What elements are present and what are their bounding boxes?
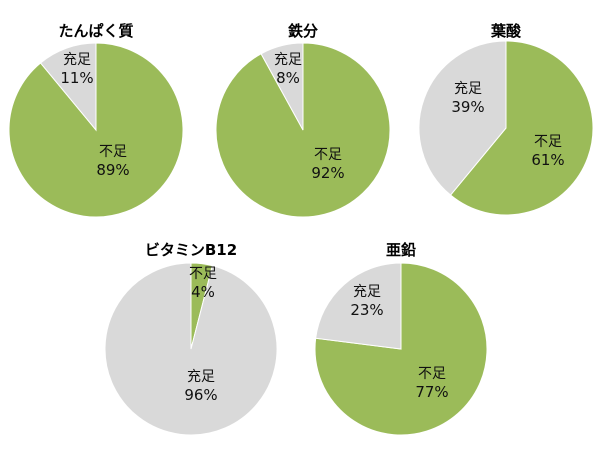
slice-category-label: 不足 <box>418 366 446 382</box>
slice-percent-label: 92% <box>311 164 344 182</box>
slice-percent-label: 61% <box>531 151 564 169</box>
pie-title: たんぱく質 <box>58 22 133 40</box>
slice-category-label: 不足 <box>189 266 217 282</box>
pie-title: ビタミンB12 <box>145 241 237 259</box>
slice-percent-label: 89% <box>96 161 129 179</box>
slice-category-label: 充足 <box>63 52 91 68</box>
slice-category-label: 充足 <box>274 52 302 68</box>
slice-percent-label: 4% <box>191 283 215 301</box>
slice-category-label: 不足 <box>314 147 342 163</box>
slice-percent-label: 96% <box>184 386 217 404</box>
pie-slice-4-sufficient <box>104 262 278 436</box>
pie-slice-5-sufficient <box>315 262 402 350</box>
slice-percent-label: 8% <box>276 69 300 87</box>
pie-slice-3-sufficient <box>418 40 507 196</box>
slice-percent-label: 23% <box>350 301 383 319</box>
pie-slice-1-shortfall <box>8 42 184 218</box>
slice-percent-label: 11% <box>60 69 93 87</box>
pie-title: 葉酸 <box>490 22 522 40</box>
slice-category-label: 充足 <box>454 81 482 97</box>
slice-percent-label: 77% <box>415 383 448 401</box>
slice-category-label: 不足 <box>534 134 562 150</box>
slice-category-label: 不足 <box>99 144 127 160</box>
pie-slice-3-shortfall <box>449 40 594 216</box>
pie-title: 亜鉛 <box>386 241 416 259</box>
slice-category-label: 充足 <box>353 284 381 300</box>
slice-percent-label: 39% <box>451 98 484 116</box>
pie-slice-2-sufficient <box>260 42 304 131</box>
pie-title: 鉄分 <box>288 22 318 40</box>
slice-category-label: 充足 <box>187 369 215 385</box>
pie-slice-1-sufficient <box>39 42 97 132</box>
